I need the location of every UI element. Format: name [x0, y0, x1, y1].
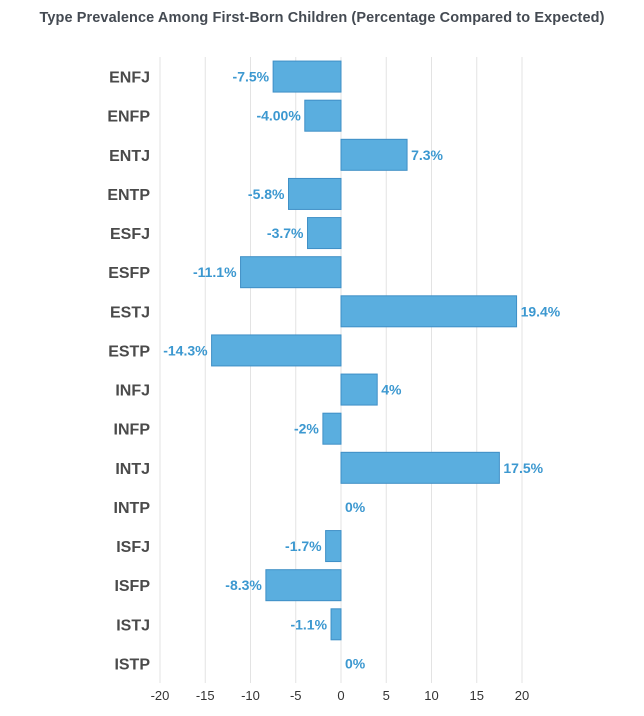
category-label: ISFP — [114, 578, 150, 595]
data-label: 17.5% — [503, 460, 543, 476]
x-tick-label: 0 — [337, 688, 344, 703]
x-tick-label: -20 — [151, 688, 170, 703]
category-label: ISFJ — [116, 539, 150, 556]
bar — [307, 217, 342, 250]
category-label: INFP — [114, 422, 151, 439]
data-label: -4.00% — [256, 108, 301, 124]
category-label: ISTJ — [116, 617, 150, 634]
bar — [325, 530, 342, 563]
bar — [340, 138, 408, 171]
bar — [288, 177, 342, 210]
data-label: 0% — [345, 655, 366, 671]
category-label: INFJ — [115, 383, 150, 400]
x-tick-label: 20 — [515, 688, 529, 703]
category-label: INTJ — [115, 461, 150, 478]
data-label: -1.1% — [290, 616, 327, 632]
data-label: 7.3% — [411, 147, 443, 163]
category-label: ENFP — [107, 109, 150, 126]
bar — [240, 256, 342, 289]
category-label: ESFP — [108, 265, 150, 282]
data-labels: -7.5% -4.00% 7.3% -5.8% -3.7% -11.1% 19.4% -14.… — [163, 69, 561, 672]
data-label: -14.3% — [163, 342, 208, 358]
bar — [340, 295, 518, 328]
category-label: ESTJ — [110, 304, 150, 321]
data-label: -2% — [294, 421, 319, 437]
data-label: 0% — [345, 499, 366, 515]
x-tick-label: 5 — [383, 688, 390, 703]
category-label: ENTJ — [109, 148, 150, 165]
bar — [304, 99, 342, 132]
x-tick-label: -5 — [290, 688, 302, 703]
bar — [322, 412, 342, 445]
category-label: ENFJ — [109, 70, 150, 87]
category-label: ESFJ — [110, 226, 150, 243]
data-label: 4% — [381, 382, 402, 398]
x-tick-label: 15 — [470, 688, 484, 703]
x-tick-label: 10 — [424, 688, 438, 703]
data-label: -8.3% — [225, 577, 262, 593]
bar — [330, 608, 342, 641]
bar — [340, 373, 378, 406]
data-label: -1.7% — [285, 538, 322, 554]
category-label: ENTP — [107, 187, 150, 204]
category-label: INTP — [114, 500, 151, 517]
bar — [265, 569, 342, 602]
bars — [211, 60, 518, 641]
x-tick-label: -10 — [241, 688, 260, 703]
chart-title: Type Prevalence Among First-Born Childre… — [39, 10, 605, 26]
category-label: ESTP — [108, 343, 150, 360]
category-labels: ENFJ ENFP ENTJ ENTP ESFJ ESFP ESTJ ESTP INFJ INFP… — [107, 70, 150, 674]
bar — [211, 334, 342, 367]
data-label: -3.7% — [267, 225, 304, 241]
data-label: -7.5% — [233, 69, 270, 85]
data-label: -5.8% — [248, 186, 285, 202]
x-tick-label: -15 — [196, 688, 215, 703]
bar — [340, 451, 500, 484]
data-label: -11.1% — [193, 264, 237, 280]
bar — [272, 60, 342, 93]
category-label: ISTP — [114, 656, 150, 673]
data-label: 19.4% — [521, 303, 561, 319]
x-axis-ticks: -20 -15 -10 -5 0 5 10 15 20 — [151, 688, 530, 703]
